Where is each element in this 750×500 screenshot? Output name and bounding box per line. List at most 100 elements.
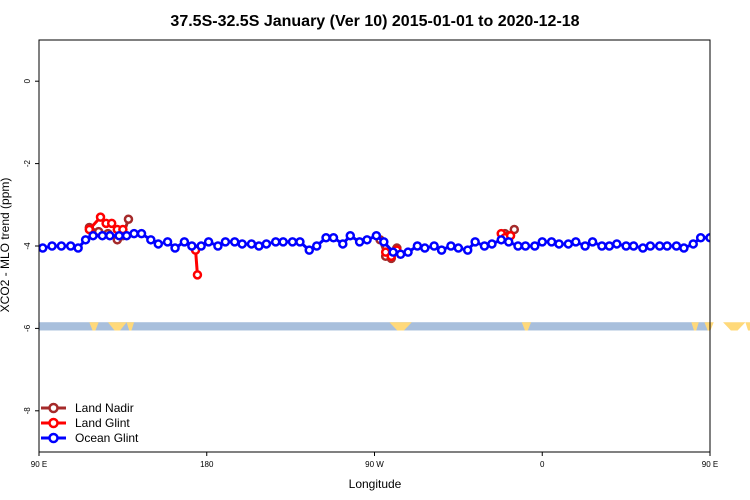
data-point-ocean-glint [39, 243, 48, 253]
data-point-ocean-glint [530, 241, 540, 251]
data-point-ocean-glint [73, 243, 83, 253]
data-point-ocean-glint [362, 235, 372, 245]
data-point-ocean-glint [229, 237, 240, 247]
data-point-ocean-glint [261, 239, 272, 249]
data-point-ocean-glint [88, 230, 98, 241]
data-point-ocean-glint [170, 243, 180, 253]
data-point-ocean-glint [328, 233, 339, 243]
data-point-ocean-glint [213, 241, 223, 251]
data-point-ocean-glint [295, 237, 305, 247]
data-point-ocean-glint [513, 241, 523, 251]
data-point-ocean-glint [220, 237, 231, 247]
data-point-ocean-glint [47, 241, 57, 251]
data-point-ocean-glint [311, 241, 322, 251]
x-axis-label: Longitude [349, 477, 402, 491]
data-point-ocean-glint [203, 237, 214, 247]
y-tick-label: -2 [23, 159, 32, 167]
data-point-ocean-glint [196, 241, 206, 251]
data-point-ocean-glint [453, 243, 464, 253]
data-point-ocean-glint [136, 228, 147, 239]
y-axis-label: XCO2 - MLO trend (ppm) [0, 178, 12, 313]
y-tick-label: -4 [23, 242, 32, 250]
data-point-ocean-glint [537, 237, 547, 247]
data-point-ocean-glint [114, 230, 124, 241]
chart-title: 37.5S-32.5S January (Ver 10) 2015-01-01 … [170, 13, 579, 30]
data-point-ocean-glint [695, 233, 706, 243]
data-point-ocean-glint [278, 237, 288, 247]
map-land-blob [389, 322, 412, 331]
x-tick-label: 0 [540, 460, 545, 469]
data-point-ocean-glint [187, 241, 197, 251]
data-point-ocean-glint [270, 237, 281, 247]
data-point-ocean-glint [479, 241, 490, 251]
y-tick-label: -8 [23, 407, 32, 415]
data-point-ocean-glint [638, 243, 648, 253]
data-point-ocean-glint [679, 243, 689, 253]
data-point-ocean-glint [520, 241, 531, 251]
map-land-blob [745, 322, 750, 331]
data-point-ocean-glint [429, 241, 439, 251]
data-point-ocean-glint [388, 247, 398, 257]
x-tick-label: 90 W [365, 460, 384, 469]
data-point-ocean-glint [654, 241, 665, 251]
data-point-ocean-glint [503, 237, 514, 247]
data-point-ocean-glint [56, 241, 67, 251]
data-point-ocean-glint [688, 239, 698, 249]
x-tick-label: 180 [200, 460, 214, 469]
data-point-land-nadir [123, 214, 134, 224]
map-land-blob [691, 322, 699, 331]
map-land-blob [704, 322, 714, 331]
legend-marker [48, 417, 59, 429]
data-point-ocean-glint [321, 233, 331, 243]
x-tick-label: 90 E [31, 460, 47, 469]
map-land-blob [89, 322, 99, 331]
data-point-ocean-glint [705, 233, 710, 243]
data-point-ocean-glint [162, 237, 173, 247]
data-point-ocean-glint [121, 230, 132, 241]
data-point-ocean-glint [546, 237, 557, 247]
data-point-ocean-glint [254, 241, 264, 251]
data-point-ocean-glint [412, 241, 423, 251]
data-point-ocean-glint [597, 241, 607, 251]
data-point-ocean-glint [612, 239, 622, 249]
data-point-ocean-glint [645, 241, 656, 251]
data-point-ocean-glint [129, 228, 139, 239]
data-point-ocean-glint [80, 235, 91, 245]
data-point-ocean-glint [146, 235, 156, 245]
data-point-ocean-glint [487, 239, 497, 249]
legend-label: Land Nadir [75, 401, 134, 415]
data-point-ocean-glint [563, 239, 574, 249]
data-point-ocean-glint [446, 241, 456, 251]
y-tick-label: -6 [23, 324, 32, 332]
data-point-ocean-glint [604, 241, 615, 251]
data-point-ocean-glint [587, 237, 598, 247]
map-land-blob [521, 322, 532, 331]
data-point-ocean-glint [395, 249, 406, 259]
data-point-ocean-glint [628, 241, 639, 251]
data-point-ocean-glint [420, 243, 430, 253]
data-point-ocean-glint [403, 247, 413, 257]
data-point-ocean-glint [345, 230, 356, 241]
legend-item-land-nadir: Land Nadir [41, 401, 134, 415]
data-point-ocean-glint [379, 237, 389, 247]
data-point-ocean-glint [580, 241, 590, 251]
legend-marker [48, 402, 59, 414]
data-point-ocean-glint [97, 230, 108, 241]
data-point-land-glint [106, 218, 117, 229]
legend-label: Ocean Glint [75, 431, 139, 445]
data-point-ocean-glint [354, 237, 365, 247]
map-ocean-band [39, 322, 710, 331]
data-point-ocean-glint [571, 237, 581, 247]
map-land-blob [126, 322, 135, 331]
legend-item-land-glint: Land Glint [41, 416, 130, 430]
data-point-ocean-glint [662, 241, 672, 251]
data-point-ocean-glint [621, 241, 631, 251]
data-point-ocean-glint [338, 239, 348, 249]
series-ocean-glint [39, 228, 710, 259]
legend-item-ocean-glint: Ocean Glint [41, 431, 139, 445]
data-point-ocean-glint [462, 245, 473, 255]
data-point-ocean-glint [105, 230, 115, 241]
data-point-ocean-glint [153, 239, 164, 249]
data-point-ocean-glint [496, 235, 506, 245]
data-point-ocean-glint [371, 230, 382, 241]
